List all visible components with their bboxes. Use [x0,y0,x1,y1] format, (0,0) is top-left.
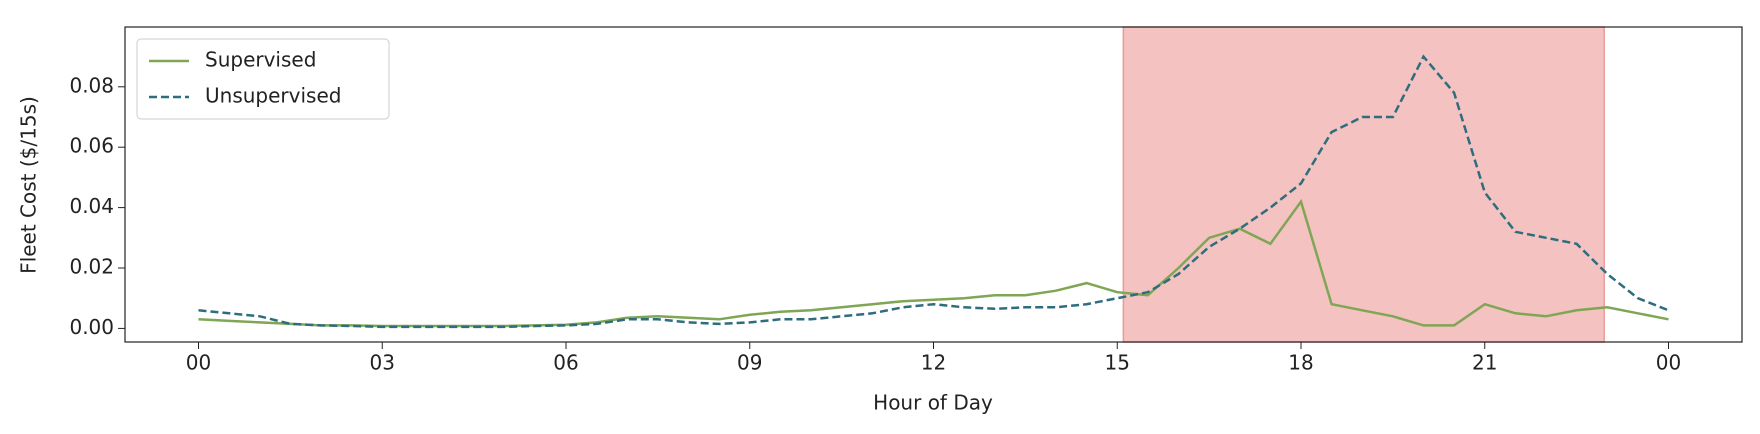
legend: Supervised Unsupervised [136,38,390,120]
x-tick-label: 09 [737,351,762,375]
x-tick-label: 03 [370,351,395,375]
x-tick-label: 06 [553,351,578,375]
legend-box [136,38,390,120]
x-tick-label: 18 [1288,351,1313,375]
series-line [198,54,1669,329]
y-tick-label: 0.04 [69,194,114,218]
y-tick-label: 0.06 [69,134,114,158]
x-tick-label: 15 [1105,351,1130,375]
x-tick-label: 00 [1656,351,1681,375]
y-tick-label: 0.00 [69,315,114,339]
x-tick-label: 00 [186,351,211,375]
y-tick-label: 0.02 [69,255,114,279]
shaded-region [1122,26,1605,343]
legend-label: Unsupervised [205,84,341,108]
x-axis-label: Hour of Day [873,391,993,415]
legend-label: Supervised [205,48,316,72]
y-axis-label: Fleet Cost ($/15s) [17,96,41,274]
y-tick-label: 0.08 [69,73,114,97]
x-tick-label: 12 [921,351,946,375]
x-tick-label: 21 [1472,351,1497,375]
